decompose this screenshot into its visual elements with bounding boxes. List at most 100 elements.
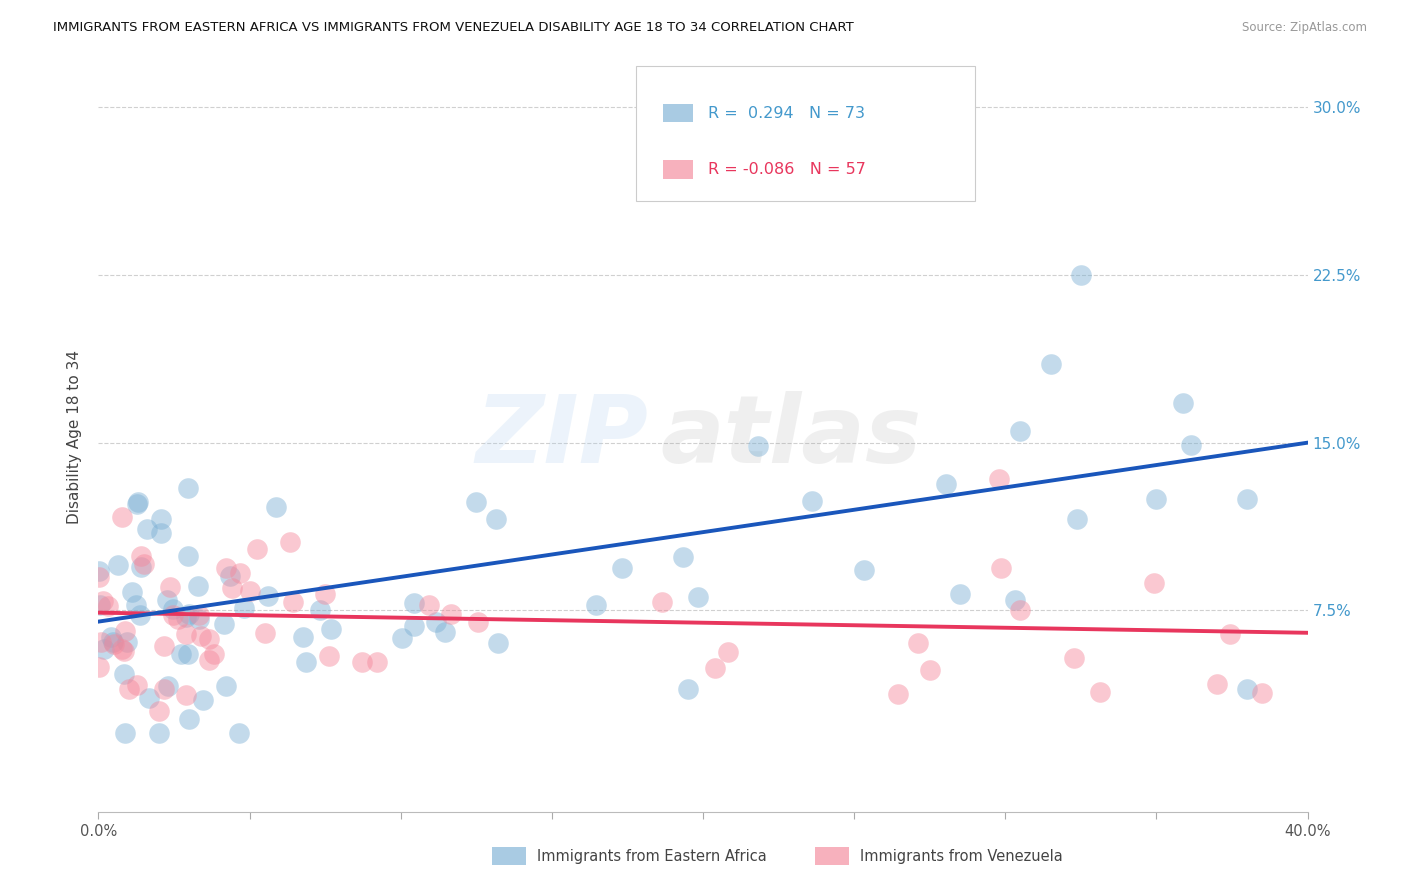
Point <box>152 640 174 654</box>
Point <box>676 681 699 696</box>
Point <box>197 632 219 646</box>
Point <box>198 653 221 667</box>
Point <box>93 642 115 657</box>
Point <box>100 631 122 645</box>
Point <box>127 678 149 692</box>
Point <box>229 566 252 581</box>
Point <box>717 645 740 659</box>
Point <box>96 599 118 613</box>
Point <box>239 584 262 599</box>
Y-axis label: Disability Age 18 to 34: Disability Age 18 to 34 <box>67 350 83 524</box>
Point <box>1143 575 1166 590</box>
Point <box>115 635 138 649</box>
Point <box>121 585 143 599</box>
Point <box>157 679 180 693</box>
Point <box>920 663 942 677</box>
Point <box>107 558 129 573</box>
Point <box>295 655 318 669</box>
Point <box>103 637 125 651</box>
Point <box>149 512 172 526</box>
Point <box>1063 651 1085 665</box>
Text: Source: ZipAtlas.com: Source: ZipAtlas.com <box>1241 21 1367 34</box>
Point <box>907 636 929 650</box>
Point <box>1004 593 1026 607</box>
Point <box>402 618 425 632</box>
Text: R = -0.086   N = 57: R = -0.086 N = 57 <box>707 161 866 177</box>
Point <box>162 601 184 615</box>
Point <box>110 509 132 524</box>
Point <box>1236 681 1258 696</box>
Point <box>1251 686 1274 700</box>
Point <box>118 681 141 696</box>
Point <box>153 681 176 696</box>
Text: Immigrants from Venezuela: Immigrants from Venezuela <box>860 849 1063 863</box>
Point <box>138 690 160 705</box>
Point <box>366 655 388 669</box>
Point <box>212 616 235 631</box>
Point <box>177 647 200 661</box>
Point <box>188 612 211 626</box>
Point <box>612 560 634 574</box>
Point <box>467 615 489 630</box>
Point <box>292 630 315 644</box>
Point <box>177 607 200 621</box>
Point <box>129 608 152 623</box>
Point <box>352 655 374 669</box>
Point <box>686 591 709 605</box>
Point <box>253 626 276 640</box>
Point <box>101 635 124 649</box>
Point <box>264 500 287 515</box>
Text: ZIP: ZIP <box>475 391 648 483</box>
Point <box>167 611 190 625</box>
Point <box>187 579 209 593</box>
Point <box>321 623 343 637</box>
Point <box>747 439 769 453</box>
Point <box>90 634 112 648</box>
Point <box>1010 425 1032 439</box>
Point <box>834 122 856 136</box>
Point <box>190 629 212 643</box>
Point <box>125 497 148 511</box>
Point <box>990 561 1012 575</box>
FancyBboxPatch shape <box>637 66 976 201</box>
Point <box>651 595 673 609</box>
Point <box>703 661 725 675</box>
Point <box>129 559 152 574</box>
Point <box>114 624 136 638</box>
Point <box>314 587 336 601</box>
Point <box>233 601 256 615</box>
Point <box>159 580 181 594</box>
Point <box>125 598 148 612</box>
Point <box>112 667 135 681</box>
Text: R =  0.294   N = 73: R = 0.294 N = 73 <box>707 105 865 120</box>
Point <box>425 615 447 629</box>
Point <box>215 679 238 693</box>
Point <box>93 594 115 608</box>
Point <box>215 560 238 574</box>
Point <box>935 476 957 491</box>
Point <box>485 512 508 526</box>
Point <box>440 607 463 621</box>
Point <box>174 688 197 702</box>
Point <box>318 648 340 663</box>
Point <box>176 549 198 563</box>
FancyBboxPatch shape <box>664 160 693 178</box>
Point <box>402 596 425 610</box>
Point <box>801 493 824 508</box>
Point <box>87 570 110 584</box>
Point <box>887 687 910 701</box>
FancyBboxPatch shape <box>664 103 693 122</box>
Point <box>148 704 170 718</box>
Point <box>278 535 301 549</box>
Point <box>162 608 184 623</box>
Point <box>202 648 225 662</box>
Point <box>1010 603 1032 617</box>
Point <box>112 644 135 658</box>
Point <box>174 610 197 624</box>
Point <box>1066 512 1088 526</box>
Point <box>149 525 172 540</box>
Point <box>127 495 149 509</box>
Point <box>148 726 170 740</box>
Point <box>309 602 332 616</box>
Point <box>219 568 242 582</box>
